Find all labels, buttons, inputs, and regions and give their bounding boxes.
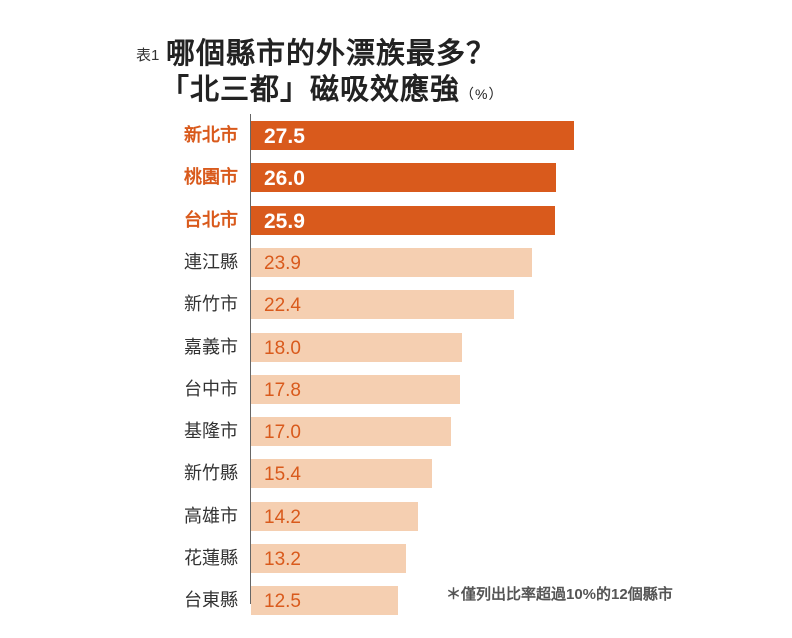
category-label: 高雄市 bbox=[184, 505, 238, 526]
value-label: 12.5 bbox=[264, 591, 301, 613]
value-label: 15.4 bbox=[264, 464, 301, 486]
category-label: 花蓮縣 bbox=[184, 548, 238, 568]
bar bbox=[251, 163, 557, 193]
bar bbox=[251, 501, 418, 531]
category-label: 台東縣 bbox=[184, 590, 238, 611]
bar bbox=[251, 332, 463, 362]
value-label: 14.2 bbox=[264, 506, 301, 528]
bar bbox=[251, 374, 461, 404]
footnote: ＊僅列出比率超過10%的12個縣市 bbox=[446, 586, 673, 603]
bar bbox=[251, 290, 515, 320]
bar bbox=[251, 417, 451, 447]
bar bbox=[251, 205, 556, 235]
category-label: 基隆市 bbox=[184, 421, 238, 442]
chart-title: 哪個縣市的外漂族最多？ bbox=[166, 38, 497, 70]
category-label: 新竹市 bbox=[184, 294, 238, 315]
subtitle-text: 「北三都」磁吸效應強 bbox=[160, 74, 461, 106]
bar bbox=[251, 586, 398, 616]
category-label: 桃園市 bbox=[184, 167, 238, 188]
value-label: 27.5 bbox=[264, 125, 305, 148]
axis-line bbox=[250, 114, 251, 604]
bar bbox=[251, 459, 432, 489]
chart-subtitle: 「北三都」磁吸效應強（%） bbox=[160, 66, 503, 108]
category-label: 連江縣 bbox=[184, 251, 238, 272]
value-label: 13.2 bbox=[264, 549, 301, 570]
table-number: 表1 bbox=[136, 47, 160, 64]
value-label: 26.0 bbox=[264, 167, 305, 191]
category-label: 嘉義市 bbox=[184, 336, 238, 357]
value-label: 23.9 bbox=[264, 252, 301, 274]
unit-label: （%） bbox=[460, 86, 504, 102]
value-label: 17.8 bbox=[264, 379, 301, 401]
bar bbox=[251, 247, 532, 277]
category-label: 台北市 bbox=[184, 209, 238, 230]
bar bbox=[251, 121, 574, 150]
value-label: 22.4 bbox=[264, 295, 301, 317]
value-label: 25.9 bbox=[264, 209, 305, 233]
value-label: 18.0 bbox=[264, 337, 301, 359]
category-label: 新北市 bbox=[184, 125, 238, 145]
category-label: 台中市 bbox=[184, 378, 238, 399]
category-label: 新竹縣 bbox=[184, 463, 238, 484]
bar bbox=[251, 544, 407, 573]
value-label: 17.0 bbox=[264, 422, 301, 444]
